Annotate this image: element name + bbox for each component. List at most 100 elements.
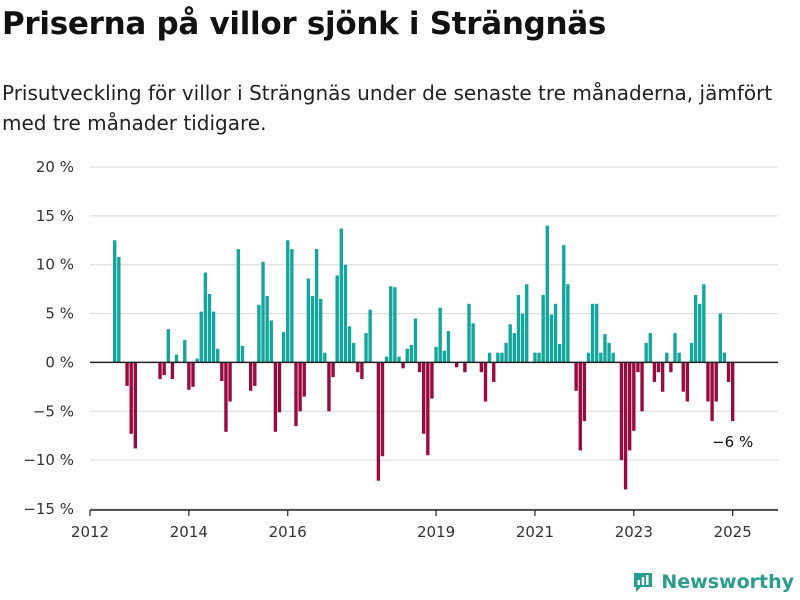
bar xyxy=(327,362,331,412)
bar xyxy=(158,362,162,380)
bar xyxy=(599,352,603,363)
bar xyxy=(578,362,582,451)
bar xyxy=(195,358,199,363)
bar xyxy=(236,249,241,363)
bar xyxy=(590,303,595,363)
bar xyxy=(368,309,372,363)
bar xyxy=(434,346,438,363)
bar xyxy=(409,344,414,363)
bar xyxy=(533,352,537,363)
bar xyxy=(113,240,117,363)
bar xyxy=(335,275,339,363)
bar xyxy=(467,303,471,363)
bar xyxy=(496,352,500,363)
bar xyxy=(603,334,607,363)
bar xyxy=(644,342,648,363)
x-tick-label: 2019 xyxy=(417,523,455,541)
y-tick-label: 15 % xyxy=(36,207,74,225)
bar xyxy=(306,278,311,363)
bar xyxy=(619,362,624,461)
bar xyxy=(261,261,265,363)
bar xyxy=(607,342,611,363)
x-tick-label: 2025 xyxy=(714,523,752,541)
bar xyxy=(438,307,442,363)
y-tick-label: −10 % xyxy=(23,451,74,469)
bar xyxy=(730,362,735,422)
bar xyxy=(323,352,327,363)
bar xyxy=(393,287,397,363)
bar xyxy=(500,352,504,363)
bar xyxy=(463,362,467,373)
bar xyxy=(125,362,129,386)
bar xyxy=(673,333,677,363)
bar xyxy=(525,284,529,363)
bar xyxy=(471,323,475,363)
bar xyxy=(426,362,430,456)
bar xyxy=(722,352,727,363)
bar xyxy=(660,362,665,392)
bar xyxy=(228,362,232,402)
bar xyxy=(549,314,554,363)
chart-title: Priserna på villor sjönk i Strängnäs xyxy=(2,6,607,42)
bar xyxy=(702,284,706,363)
bar xyxy=(314,249,319,363)
bar xyxy=(479,362,484,373)
bar xyxy=(681,362,685,392)
bar xyxy=(417,362,422,373)
bar xyxy=(685,362,690,402)
bar xyxy=(133,362,138,449)
bar xyxy=(562,245,566,363)
bar xyxy=(508,324,512,363)
bar xyxy=(166,329,170,363)
y-tick-label: −15 % xyxy=(23,500,74,518)
bar xyxy=(248,362,253,391)
bar xyxy=(281,332,286,363)
bar xyxy=(512,333,517,363)
y-tick-label: 5 % xyxy=(45,305,74,323)
bar xyxy=(351,342,356,363)
bar xyxy=(492,362,496,382)
brand-name: Newsworthy xyxy=(661,571,794,593)
bar xyxy=(203,272,208,363)
bar xyxy=(207,294,212,363)
bar xyxy=(364,333,368,363)
bar xyxy=(347,326,352,363)
bar xyxy=(487,352,492,363)
bar xyxy=(557,343,562,363)
bar xyxy=(595,303,599,363)
y-tick-label: 0 % xyxy=(45,353,74,371)
bar xyxy=(294,362,298,426)
bar xyxy=(689,342,694,363)
bar xyxy=(183,339,187,363)
newsworthy-logo-icon xyxy=(634,573,653,592)
bar xyxy=(360,362,364,380)
bar xyxy=(273,362,278,432)
bar xyxy=(343,264,348,363)
chart-subtitle: Prisutveckling för villor i Strängnäs un… xyxy=(2,81,773,135)
y-tick-label: 10 % xyxy=(36,256,74,274)
bar xyxy=(665,352,669,363)
bar xyxy=(710,362,714,422)
x-tick-label: 2014 xyxy=(170,523,208,541)
bar xyxy=(389,286,393,363)
bar xyxy=(504,342,508,363)
bar xyxy=(413,318,418,363)
bar xyxy=(401,362,405,369)
bar xyxy=(290,249,294,363)
bar xyxy=(422,362,426,434)
bar xyxy=(520,313,525,363)
bar xyxy=(376,362,381,481)
bar xyxy=(220,362,224,381)
bar xyxy=(380,362,385,457)
bar xyxy=(516,295,521,363)
bar xyxy=(566,284,570,363)
bar xyxy=(693,295,698,363)
bar xyxy=(627,362,632,451)
bar xyxy=(397,356,401,363)
bar xyxy=(117,256,121,363)
bar xyxy=(224,362,228,432)
bar xyxy=(636,362,640,373)
bar xyxy=(611,352,615,363)
bar xyxy=(483,362,488,402)
bar xyxy=(240,345,245,363)
